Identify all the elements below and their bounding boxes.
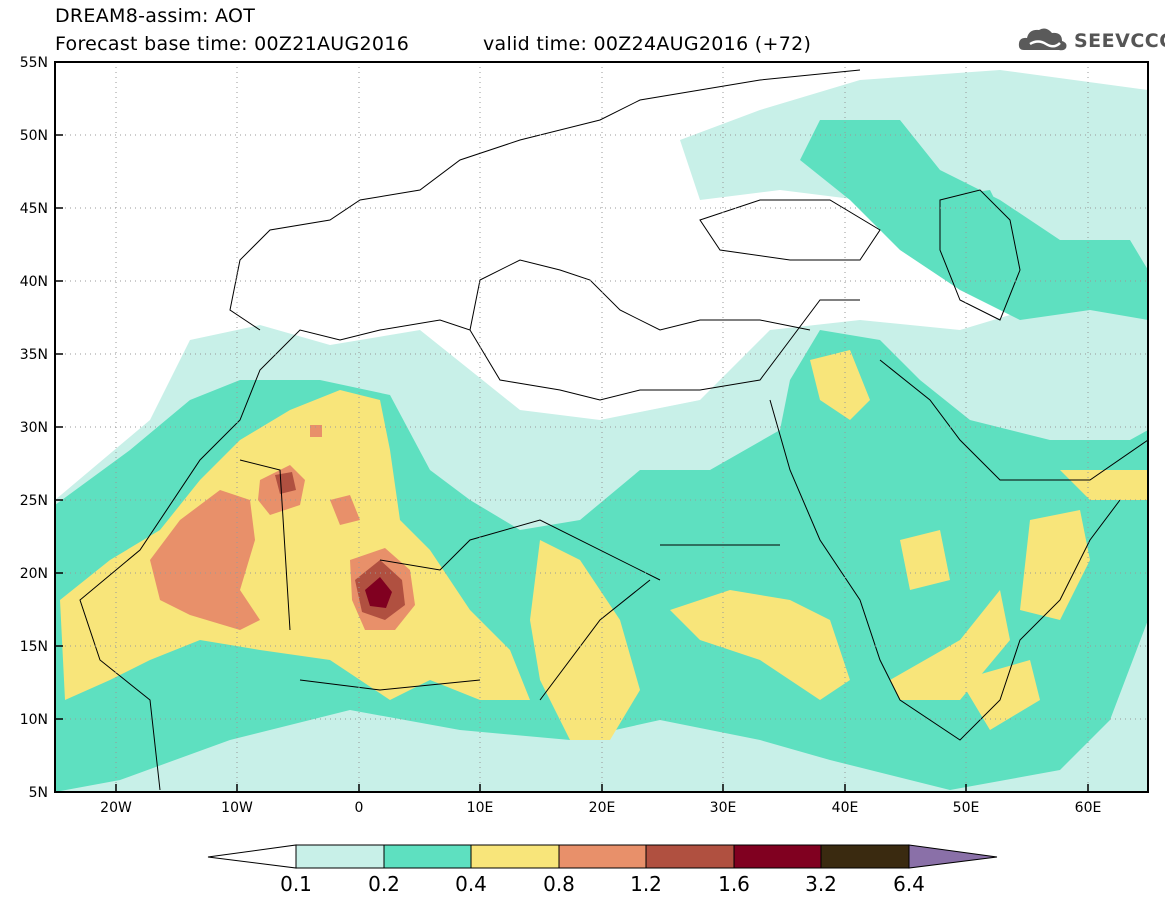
lat-label: 45N (20, 201, 48, 217)
lat-label: 40N (20, 274, 48, 290)
lon-label: 20E (589, 800, 616, 816)
colorbar-label: 1.2 (630, 872, 662, 896)
colorbar-low-arrow (207, 844, 297, 869)
colorbar-segment (645, 844, 735, 869)
lon-label: 60E (1075, 800, 1102, 816)
lon-label: 40E (832, 800, 859, 816)
lat-lon-grid (55, 62, 1148, 792)
colorbar-label: 3.2 (805, 872, 837, 896)
base-time: Forecast base time: 00Z21AUG2016 (55, 33, 410, 55)
lat-label: 35N (20, 347, 48, 363)
colorbar-high-arrow (908, 844, 998, 869)
colorbar-segment (383, 844, 472, 869)
colorbar (207, 844, 998, 869)
lon-label: 30E (710, 800, 737, 816)
colorbar-segment (295, 844, 385, 869)
logo-text: SEEVCCC (1074, 30, 1165, 52)
colorbar-label: 0.1 (280, 872, 312, 896)
lat-label: 20N (20, 566, 48, 582)
lon-label: 50E (953, 800, 980, 816)
colorbar-labels: 0.1 0.2 0.4 0.8 1.2 1.6 3.2 6.4 (280, 872, 925, 896)
axis-ticks (55, 134, 1089, 792)
lon-label: 10E (467, 800, 494, 816)
longitude-labels: 20W 10W 0 10E 20E 30E 40E 50E 60E (100, 800, 1101, 816)
lat-label: 15N (20, 639, 48, 655)
coastlines (79, 69, 1148, 791)
colorbar-segment (733, 844, 822, 869)
colorbar-segment (558, 844, 647, 869)
aot-shading (55, 70, 1148, 792)
colorbar-label: 6.4 (893, 872, 925, 896)
colorbar-label: 0.2 (368, 872, 400, 896)
cloud-logo-icon (1018, 28, 1067, 51)
map-title: DREAM8-assim: AOT (55, 5, 256, 27)
lat-label: 55N (20, 55, 48, 71)
seevccc-logo: SEEVCCC (1016, 22, 1165, 58)
colorbar-label: 1.6 (718, 872, 750, 896)
colorbar-label: 0.8 (543, 872, 575, 896)
lat-label: 50N (20, 128, 48, 144)
forecast-times: Forecast base time: 00Z21AUG2016 valid ti… (55, 33, 811, 55)
lat-label: 30N (20, 420, 48, 436)
lon-label: 10W (221, 800, 253, 816)
lat-label: 10N (20, 712, 48, 728)
lat-label: 5N (29, 785, 48, 801)
colorbar-segment (470, 844, 560, 869)
lon-label: 20W (100, 800, 132, 816)
valid-time: valid time: 00Z24AUG2016 (+72) (483, 33, 812, 55)
latitude-labels: 55N 50N 45N 40N 35N 30N 25N 20N 15N 10N … (20, 55, 48, 801)
lat-label: 25N (20, 493, 48, 509)
lon-label: 0 (355, 800, 364, 816)
colorbar-segment (820, 844, 910, 869)
colorbar-label: 0.4 (455, 872, 487, 896)
